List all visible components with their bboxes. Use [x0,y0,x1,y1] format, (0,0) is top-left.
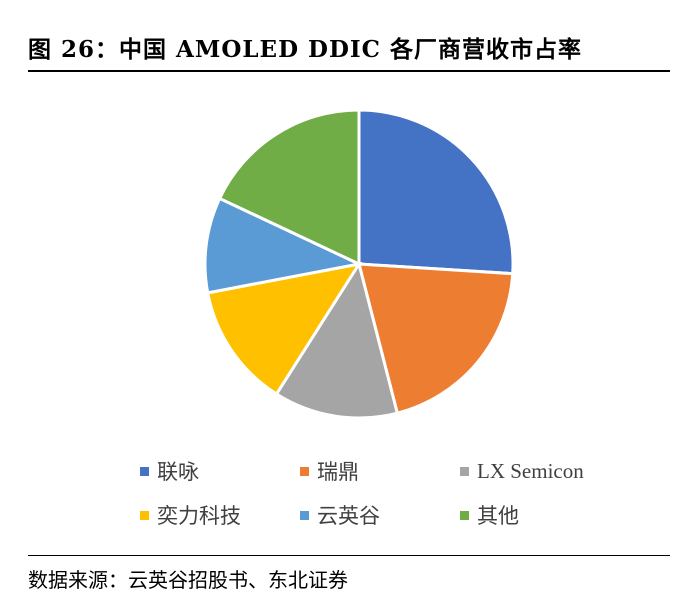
chart-title: 图 26：中国 AMOLED DDIC 各厂商营收市占率 [28,36,582,63]
legend-item-ruiding: 瑞鼎 [300,456,460,486]
legend-label: 联咏 [157,460,199,484]
title-underline [28,70,670,72]
legend-label: 云英谷 [317,504,380,528]
data-source: 数据来源：云英谷招股书、东北证券 [28,568,348,592]
legend-item-lianyong: 联咏 [140,456,300,486]
legend-item-yili: 奕力科技 [140,500,300,530]
pie-slice-other [217,108,361,267]
pie-slice-lx-semicon [274,260,400,420]
legend: 联咏 瑞鼎 LX Semicon 奕力科技 云英谷 其他 [140,456,620,530]
source-divider [28,555,670,556]
legend-swatch [300,466,309,476]
pie-slice-yunyinggu [203,196,364,295]
pie-slice-ruiding [357,262,515,415]
legend-label: 奕力科技 [157,504,241,528]
legend-swatch [460,510,469,520]
legend-label: LX Semicon [477,458,584,483]
pie-slice-lianyong [357,108,515,276]
pie-chart [203,108,515,420]
legend-label: 其他 [477,504,519,528]
legend-item-other: 其他 [460,500,620,530]
legend-swatch [460,466,469,476]
legend-item-lx-semicon: LX Semicon [460,456,620,486]
pie-slice-yili [205,261,363,397]
legend-label: 瑞鼎 [317,460,359,484]
legend-swatch [140,466,149,476]
legend-item-yunyinggu: 云英谷 [300,500,460,530]
legend-swatch [300,510,309,520]
legend-swatch [140,510,149,520]
